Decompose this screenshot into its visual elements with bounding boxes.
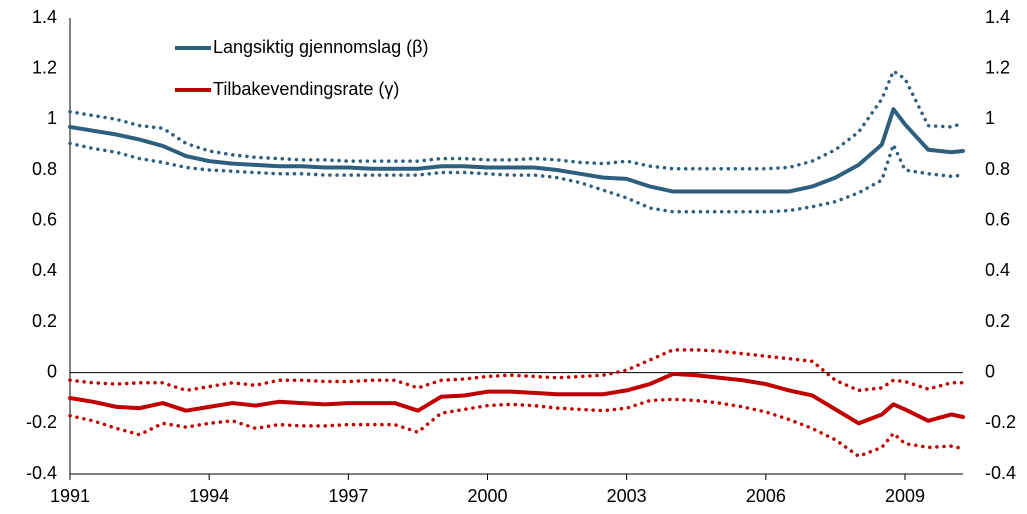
- y-tick-label: 0.6: [32, 209, 57, 229]
- legend-label: Tilbakevendingsrate (γ): [213, 79, 399, 99]
- y-tick-label: 0.2: [32, 311, 57, 331]
- y-tick-label: 1: [47, 108, 57, 128]
- y2-tick-label: 0.6: [985, 209, 1010, 229]
- y-tick-label: 1.4: [32, 7, 57, 27]
- y2-tick-label: 0.8: [985, 159, 1010, 179]
- x-tick-label: 2009: [885, 486, 925, 506]
- x-tick-label: 2000: [467, 486, 507, 506]
- x-tick-label: 1997: [328, 486, 368, 506]
- y2-tick-label: 1.2: [985, 57, 1010, 77]
- y2-tick-label: 0.2: [985, 311, 1010, 331]
- y2-tick-label: -0.2: [985, 412, 1016, 432]
- series-line: [68, 107, 965, 194]
- legend-label: Langsiktig gjennomslag (β): [213, 37, 428, 57]
- y-tick-label: -0.2: [26, 412, 57, 432]
- x-tick-label: 2006: [746, 486, 786, 506]
- y2-tick-label: 1.4: [985, 7, 1010, 27]
- y2-tick-label: -0.4: [985, 463, 1016, 483]
- y-tick-label: -0.4: [26, 463, 57, 483]
- y2-tick-label: 1: [985, 108, 995, 128]
- y-tick-label: 0.4: [32, 260, 57, 280]
- x-tick-label: 1994: [189, 486, 229, 506]
- band-line: [68, 348, 965, 393]
- y2-tick-label: 0: [985, 361, 995, 381]
- band-line: [68, 141, 965, 214]
- x-tick-label: 2003: [607, 486, 647, 506]
- y-tick-label: 0: [47, 361, 57, 381]
- y-tick-label: 1.2: [32, 57, 57, 77]
- band-line: [68, 69, 965, 171]
- y-tick-label: 0.8: [32, 159, 57, 179]
- x-tick-label: 1991: [50, 486, 90, 506]
- y2-tick-label: 0.4: [985, 260, 1010, 280]
- series-line: [68, 371, 965, 426]
